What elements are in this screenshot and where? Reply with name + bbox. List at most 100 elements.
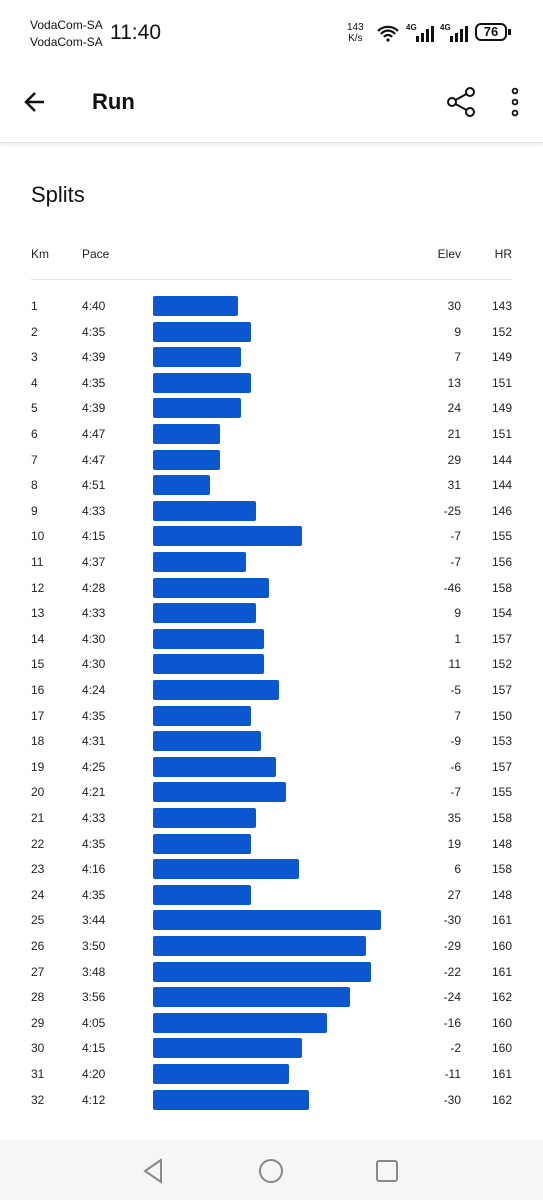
pace-bar <box>153 296 238 316</box>
nav-bar <box>0 1140 543 1200</box>
header-pace: Pace <box>82 247 110 261</box>
pace-bar <box>153 910 381 931</box>
pace-bar <box>153 961 371 982</box>
hr: 153 <box>491 734 512 749</box>
pace-bar <box>153 449 221 470</box>
pace: 4:24 <box>82 683 106 697</box>
elev: -24 <box>443 990 461 1005</box>
km: 20 <box>31 785 45 800</box>
pace-bar <box>153 1012 328 1033</box>
elev: -2 <box>450 1041 461 1056</box>
hr: 161 <box>491 1067 512 1081</box>
elev: 11 <box>448 657 461 672</box>
hr: 158 <box>491 862 512 877</box>
hr: 162 <box>491 1092 512 1107</box>
elev: -30 <box>443 1092 461 1107</box>
elev: -7 <box>450 555 461 569</box>
elev: 27 <box>447 887 461 902</box>
elev: 29 <box>447 452 461 467</box>
pace-bar <box>153 372 251 393</box>
pace: 4:16 <box>82 862 106 877</box>
km: 10 <box>31 529 45 544</box>
pace: 4:25 <box>82 759 106 774</box>
km: 7 <box>31 452 38 467</box>
km: 14 <box>31 631 45 646</box>
nav-recents[interactable] <box>373 1157 401 1185</box>
carrier: VodaCom-SA <box>30 18 103 32</box>
pace-bar <box>153 321 251 342</box>
pace-bar <box>153 859 300 880</box>
pace: 4:35 <box>82 375 106 390</box>
elev: -30 <box>443 913 461 928</box>
pace: 4:33 <box>82 811 106 825</box>
pace: 4:15 <box>82 1041 106 1056</box>
battery-tip <box>508 29 511 35</box>
hr: 160 <box>491 939 512 953</box>
km: 19 <box>31 759 45 774</box>
hr: 158 <box>491 811 512 825</box>
network: 4G <box>406 23 417 32</box>
elev: 30 <box>447 299 461 313</box>
nav-home[interactable] <box>257 1157 285 1185</box>
km: 5 <box>31 401 38 416</box>
km: 18 <box>31 734 45 749</box>
km: 17 <box>31 708 45 723</box>
pace: 4:31 <box>82 734 106 749</box>
hr: 152 <box>491 324 512 339</box>
elev: 24 <box>447 401 461 416</box>
more-button[interactable] <box>506 86 524 118</box>
pace-bar <box>153 552 246 572</box>
hr: 146 <box>491 503 512 518</box>
pace: 4:33 <box>82 606 106 621</box>
km: 13 <box>31 606 45 621</box>
hr: 152 <box>491 657 512 672</box>
elev: -22 <box>443 964 461 979</box>
km: 27 <box>31 964 45 979</box>
pace-bar <box>153 731 261 752</box>
nav-back[interactable] <box>140 1157 168 1185</box>
pace: 4:21 <box>82 785 106 800</box>
net-speed: 143 K/s <box>347 22 364 44</box>
pace-bar <box>153 475 210 496</box>
hr: 161 <box>491 964 512 979</box>
pace-bar <box>153 987 351 1008</box>
pace-bar <box>153 884 251 905</box>
pace-bar <box>153 680 279 700</box>
km: 22 <box>31 836 45 851</box>
elev: 21 <box>447 427 461 441</box>
km: 32 <box>31 1092 45 1107</box>
app-bar <box>0 60 543 143</box>
km: 31 <box>31 1067 45 1081</box>
elev: 19 <box>447 836 461 851</box>
hr: 160 <box>491 1015 512 1030</box>
share-button[interactable] <box>445 86 477 118</box>
elev: 7 <box>454 708 461 723</box>
elev: 7 <box>454 350 461 365</box>
km: 11 <box>31 555 44 569</box>
back-button[interactable] <box>22 89 48 115</box>
km: 1 <box>31 299 38 313</box>
km: 16 <box>31 683 45 697</box>
km: 4 <box>31 375 38 390</box>
speed-unit: K/s <box>348 33 363 44</box>
hr: 157 <box>491 631 512 646</box>
network: 4G <box>440 23 451 32</box>
pace: 4:35 <box>82 708 106 723</box>
pace-bar <box>153 782 287 803</box>
speed-value: 143 <box>347 22 364 33</box>
signal-icon <box>450 26 468 42</box>
km: 21 <box>31 811 45 825</box>
pace-bar <box>153 500 256 521</box>
pace-bar <box>153 526 302 547</box>
pace-bar <box>153 756 277 777</box>
divider <box>31 279 512 280</box>
pace-bar <box>153 628 264 649</box>
pace: 4:51 <box>82 478 106 493</box>
elev: 13 <box>447 375 461 390</box>
pace-bar <box>153 1089 310 1110</box>
pace-bar <box>153 603 256 624</box>
pace: 3:56 <box>82 990 106 1005</box>
elev: 6 <box>454 862 461 877</box>
elev: -7 <box>450 529 461 544</box>
pace-bar <box>153 398 241 419</box>
